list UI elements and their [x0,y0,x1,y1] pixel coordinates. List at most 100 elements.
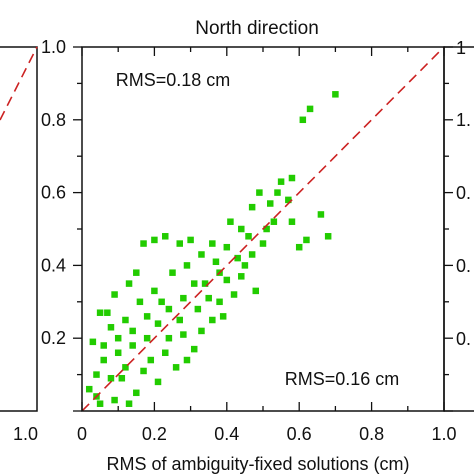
left-panel-reference-line [0,46,38,121]
scatter-point [227,218,234,225]
scatter-point [201,280,209,287]
right-panel-fragment: 1 1. 0. 0. 0. [443,38,474,412]
scatter-point [176,240,183,247]
scatter-point [176,316,183,324]
scatter-point [122,316,129,324]
rms-annotation-bottom: RMS=0.16 cm [285,369,400,389]
left-panel-tick-label: 1.0 [13,424,38,444]
scatter-point [140,367,147,375]
scatter-point [332,91,339,98]
scatter-point [223,243,231,251]
scatter-point [169,269,176,276]
scatter-point [306,105,314,113]
axis-ticks: 0 0.2 0.4 0.6 0.8 1.0 0.2 0.4 0.6 0.8 1.0 [41,37,457,444]
scatter-point [194,305,202,313]
scatter-point [165,334,173,342]
scatter-point [133,269,140,276]
right-panel-tick-label: 0. [456,183,471,203]
scatter-point [107,374,115,382]
scatter-point [209,240,216,247]
scatter-point [183,356,191,364]
scatter-point [151,236,158,244]
scatter-point [216,298,223,306]
scatter-point [89,338,97,346]
scatter-point [238,273,245,280]
y-tick-label: 0.2 [41,328,66,348]
scatter-point [285,196,292,204]
scatter-point [96,309,104,316]
y-tick-label: 0.8 [41,110,66,130]
scatter-point [270,218,278,225]
scatter-point [162,349,169,357]
scatter-point [288,174,296,182]
scatter-point [248,203,256,211]
scatter-points [85,91,339,407]
scatter-point [118,374,126,382]
scatter-point [256,189,263,196]
scatter-point [107,324,115,331]
scatter-point [263,225,270,233]
scatter-point [143,313,151,320]
scatter-point [241,262,249,269]
scatter-point [165,305,173,313]
scatter-point [266,200,274,207]
scatter-point [277,178,285,185]
scatter-point [129,342,136,349]
y-tick-label: 0.4 [41,255,66,275]
scatter-point [212,258,220,266]
x-tick-label: 0.6 [287,424,312,444]
scatter-point [180,331,187,338]
scatter-point [209,316,216,324]
rms-annotation-top: RMS=0.18 cm [116,70,231,90]
scatter-point [111,291,118,298]
scatter-point [85,385,93,393]
scatter-point [303,236,310,244]
scatter-point [234,254,241,262]
scatter-point [96,400,104,407]
scatter-point [317,211,325,218]
scatter-point [104,309,111,316]
scatter-point [100,356,107,364]
scatter-point [111,396,118,404]
scatter-point [172,364,180,371]
chart-title: North direction [195,18,319,39]
scatter-point [133,389,140,397]
right-panel-tick-label: 0. [456,329,471,349]
scatter-point [187,236,194,244]
scatter-point [125,280,133,287]
scatter-point [245,233,252,240]
scatter-point [147,356,155,364]
scatter-point [324,233,332,240]
scatter-point [252,287,260,295]
scatter-point [223,276,231,284]
x-tick-label: 0.8 [359,424,384,444]
scatter-point [288,218,296,225]
scatter-point [136,298,144,306]
scatter-point [274,189,281,196]
scatter-point [190,280,198,287]
scatter-point [93,371,100,378]
scatter-point [180,294,187,302]
right-panel-tick-label: 1. [456,110,471,130]
x-tick-label: 1.0 [431,424,456,444]
scatter-point [129,327,136,335]
scatter-point [143,334,151,342]
scatter-point [158,298,165,306]
scatter-point [114,334,122,342]
scatter-point [100,342,107,349]
scatter-point [230,291,238,298]
scatter-point [154,320,162,327]
scatter-point [122,364,129,371]
scatter-point [295,243,303,251]
scatter-point [190,345,198,353]
x-tick-label: 0.2 [142,424,167,444]
scatter-point [114,349,122,357]
scatter-point [219,313,227,320]
reference-line [82,47,444,411]
scatter-point [125,400,133,407]
left-panel-frame [0,46,38,412]
scatter-point [162,233,169,240]
left-panel-fragment: 1.0 [0,46,38,444]
y-tick-label: 0.6 [41,183,66,203]
